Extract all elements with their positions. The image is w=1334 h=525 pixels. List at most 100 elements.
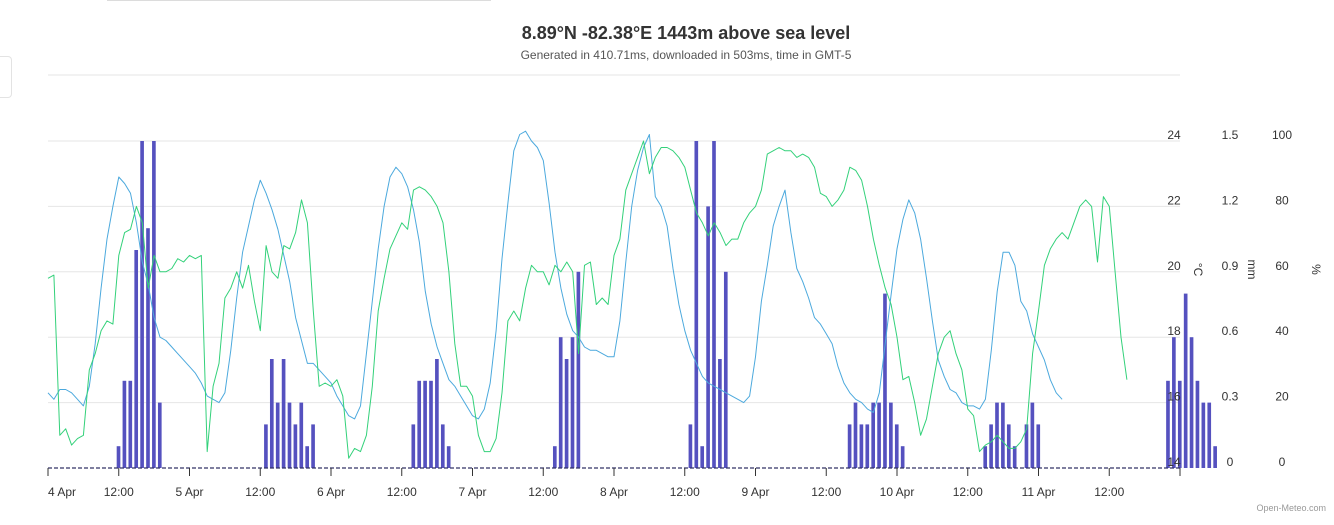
precipitation-bar xyxy=(269,359,274,468)
credit-label[interactable]: Open-Meteo.com xyxy=(1256,503,1326,513)
precipitation-bar xyxy=(1213,446,1217,468)
x-tick-label: 4 Apr xyxy=(48,485,76,499)
precipitation-bar xyxy=(718,359,722,468)
precipitation-bar xyxy=(293,424,298,468)
precipitation-bar xyxy=(128,380,133,468)
x-tick-label: 7 Apr xyxy=(458,485,486,499)
x-tick-label: 12:00 xyxy=(953,485,983,499)
chart-title: 8.89°N -82.38°E 1443m above sea level xyxy=(522,23,851,43)
x-tick-label: 12:00 xyxy=(387,485,417,499)
y-tick-label: 80 xyxy=(1275,193,1289,207)
precipitation-bar xyxy=(1201,402,1206,468)
precipitation-bar xyxy=(865,424,870,468)
precipitation-bar xyxy=(446,446,451,468)
precipitation-bar xyxy=(411,424,416,468)
precipitation-bar xyxy=(989,424,993,468)
y-tick-label: 0 xyxy=(1227,455,1234,469)
precipitation-bar xyxy=(281,359,286,468)
precipitation-bar xyxy=(564,359,569,468)
y-tick-label: 0.9 xyxy=(1222,259,1239,273)
precipitation-bar xyxy=(847,424,852,468)
precipitation-bar xyxy=(1172,337,1176,468)
x-tick-label: 11 Apr xyxy=(1022,485,1056,499)
y-tick-label: 16 xyxy=(1167,390,1181,404)
precipitation-bar xyxy=(558,337,563,468)
precipitation-bar xyxy=(1166,380,1170,468)
precipitation-bar xyxy=(311,424,315,468)
precipitation-bar xyxy=(1177,380,1182,468)
grid-lines xyxy=(48,74,1180,404)
precipitation-bar xyxy=(877,402,881,468)
x-tick-label: 9 Apr xyxy=(741,485,769,499)
humidity-line xyxy=(47,140,1128,459)
x-tick-label: 5 Apr xyxy=(175,485,203,499)
precipitation-bar xyxy=(423,380,427,468)
precipitation-bar xyxy=(152,141,156,468)
precipitation-bar xyxy=(1036,424,1041,468)
temperature-line xyxy=(47,130,1063,420)
precipitation-bar xyxy=(894,424,899,468)
y-axis-title: °C xyxy=(1191,263,1205,277)
y-tick-label: 40 xyxy=(1275,324,1289,338)
precipitation-bar xyxy=(889,402,893,468)
precipitation-bar xyxy=(706,206,710,468)
series-lines xyxy=(47,130,1128,459)
y-tick-label: 0 xyxy=(1279,455,1286,469)
precipitation-bars xyxy=(116,141,1217,468)
y-tick-label: 18 xyxy=(1167,324,1181,338)
precipitation-bar xyxy=(122,380,127,468)
precipitation-bar xyxy=(1189,337,1194,468)
top-divider-line xyxy=(107,0,491,1)
precipitation-bar xyxy=(688,424,693,468)
y-tick-label: 0.6 xyxy=(1222,324,1239,338)
x-tick-label: 6 Apr xyxy=(317,485,345,499)
x-tick-label: 12:00 xyxy=(811,485,841,499)
y-tick-label: 1.5 xyxy=(1222,128,1239,142)
precipitation-bar xyxy=(576,271,581,468)
precipitation-bar xyxy=(275,402,280,468)
precipitation-bar xyxy=(1024,424,1029,468)
precipitation-bar xyxy=(1207,402,1212,468)
precipitation-bar xyxy=(700,446,705,468)
precipitation-bar xyxy=(417,380,422,468)
precipitation-bar xyxy=(859,424,864,468)
precipitation-bar xyxy=(570,337,575,468)
precipitation-bar xyxy=(552,446,557,468)
x-tick-label: 12:00 xyxy=(1094,485,1124,499)
y-tick-label: 24 xyxy=(1167,128,1181,142)
precipitation-bar xyxy=(723,271,728,468)
precipitation-bar xyxy=(116,446,121,468)
y-axis-title: mm xyxy=(1245,260,1259,280)
x-tick-label: 12:00 xyxy=(670,485,700,499)
precipitation-bar xyxy=(264,424,268,468)
precipitation-bar xyxy=(1012,446,1017,468)
precipitation-bar xyxy=(900,446,905,468)
x-tick-label: 12:00 xyxy=(245,485,275,499)
precipitation-bar xyxy=(883,293,887,468)
precipitation-bar xyxy=(140,141,144,468)
side-panel-handle[interactable] xyxy=(0,56,12,98)
precipitation-bar xyxy=(853,402,858,468)
precipitation-bar xyxy=(1001,402,1005,468)
precipitation-bar xyxy=(305,446,310,468)
precipitation-bar xyxy=(1183,293,1188,468)
y-axis-title: % xyxy=(1309,264,1323,275)
precipitation-bar xyxy=(299,402,304,468)
y-tick-label: 1.2 xyxy=(1222,193,1239,207)
axes: 24 22 20 18 16 14 °C 1.5 1.2 0.9 0.6 0.3 0 mm 100 80 60 4… xyxy=(47,128,1323,499)
precipitation-bar xyxy=(435,359,439,468)
precipitation-bar xyxy=(134,250,139,468)
precipitation-bar xyxy=(429,380,433,468)
x-tick-label: 12:00 xyxy=(528,485,558,499)
precipitation-bar xyxy=(146,228,150,468)
x-tick-label: 12:00 xyxy=(104,485,134,499)
precipitation-bar xyxy=(1006,424,1011,468)
y-tick-label: 22 xyxy=(1167,193,1181,207)
chart-subtitle: Generated in 410.71ms, downloaded in 503… xyxy=(521,48,852,62)
y-tick-label: 60 xyxy=(1275,259,1289,273)
y-tick-label: 14 xyxy=(1167,455,1181,469)
precipitation-bar xyxy=(1195,380,1200,468)
precipitation-bar xyxy=(983,446,988,468)
precipitation-bar xyxy=(157,402,162,468)
